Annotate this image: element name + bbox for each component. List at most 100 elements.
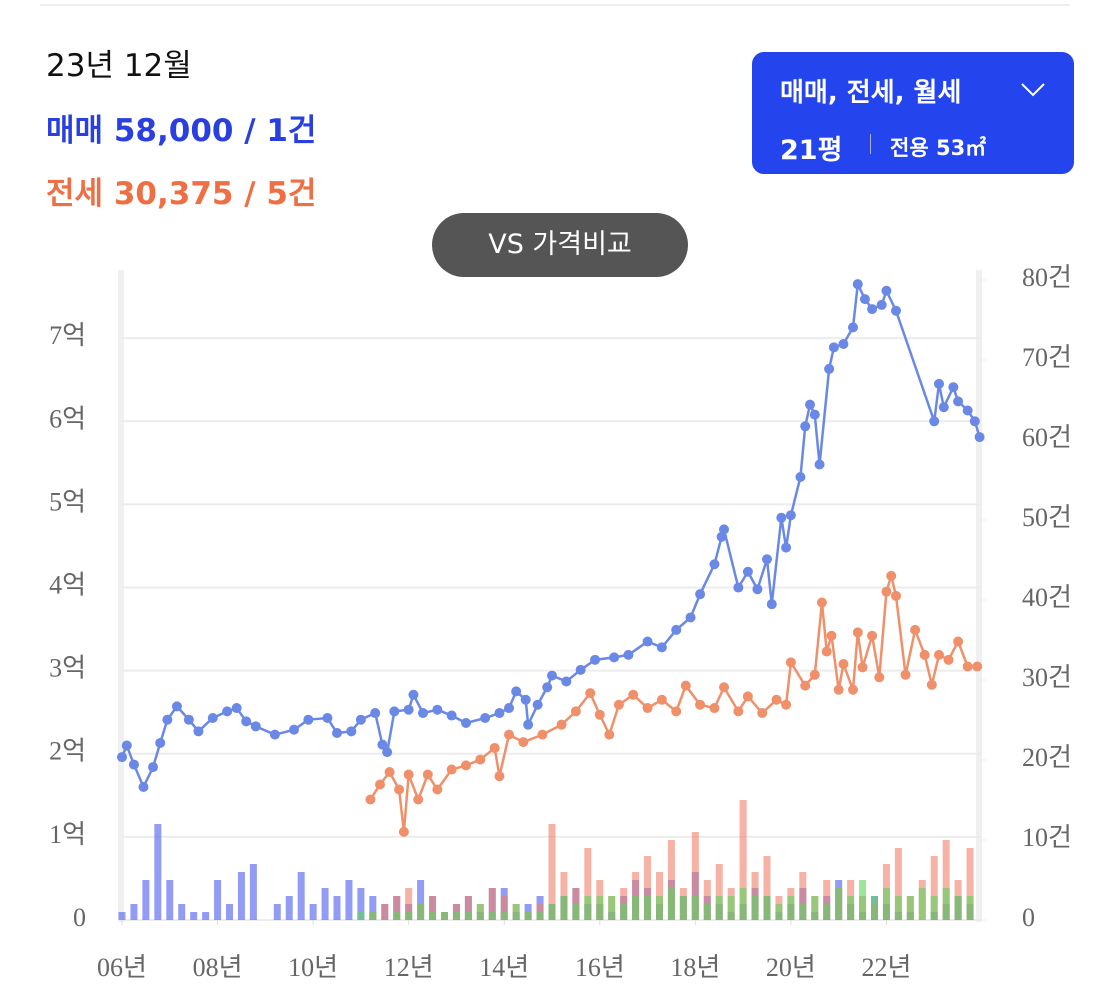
bar <box>464 896 472 920</box>
price-point <box>781 699 792 710</box>
price-point <box>432 784 443 795</box>
bar <box>656 896 663 920</box>
price-point <box>785 510 796 521</box>
price-point <box>403 704 414 715</box>
bar <box>357 888 365 920</box>
bar <box>799 872 807 920</box>
price-point <box>394 784 405 795</box>
price-point <box>382 747 393 758</box>
price-point <box>771 694 782 705</box>
price-point <box>303 714 314 725</box>
bar <box>166 880 174 920</box>
price-point <box>289 724 299 735</box>
price-point <box>757 708 768 719</box>
bar <box>608 896 616 920</box>
bar <box>393 896 401 920</box>
y-tick-label: 7억 <box>49 321 86 350</box>
bar <box>823 904 831 920</box>
bar <box>476 904 484 920</box>
price-point <box>805 399 815 410</box>
price-point <box>800 680 811 691</box>
price-point <box>642 703 653 714</box>
bar <box>918 888 926 920</box>
bar <box>942 888 950 920</box>
bar <box>345 880 353 920</box>
price-point <box>680 680 691 691</box>
price-point <box>408 689 419 700</box>
y-tick-label: 1억 <box>49 820 86 849</box>
bar <box>369 912 377 920</box>
price-point <box>656 694 667 705</box>
price-point <box>446 710 457 721</box>
bar <box>142 880 150 920</box>
bar <box>297 872 305 920</box>
price-point <box>962 405 973 416</box>
bar <box>739 800 747 920</box>
bar <box>894 896 902 920</box>
y-tick-label: 6억 <box>49 404 86 433</box>
price-point <box>934 378 944 389</box>
bar <box>775 904 783 920</box>
bar <box>452 912 460 920</box>
bar <box>572 904 580 920</box>
y2-tick-label: 20건 <box>1022 743 1072 772</box>
filter-button[interactable]: 매매, 전세, 월세 21평 전용 53㎡ <box>752 52 1074 174</box>
bar <box>966 896 974 920</box>
x-tick-label: 14년 <box>479 953 529 982</box>
price-point <box>575 664 586 675</box>
bar <box>596 896 604 920</box>
price-point <box>628 689 639 700</box>
bar <box>381 904 389 920</box>
bar <box>584 848 592 920</box>
price-point <box>322 713 333 724</box>
price-point <box>881 586 892 597</box>
price-point <box>876 299 887 310</box>
price-point <box>733 706 744 717</box>
filter-area: 전용 53㎡ <box>890 136 987 160</box>
plot-edge <box>976 270 982 922</box>
x-tick-label: 22년 <box>861 953 911 982</box>
price-point <box>171 701 182 712</box>
price-point <box>446 764 457 775</box>
price-point <box>695 589 706 600</box>
price-point <box>671 624 682 635</box>
bar <box>118 912 126 920</box>
bar <box>285 896 293 920</box>
price-point <box>475 754 486 765</box>
bar <box>584 896 592 920</box>
compare-button[interactable]: VS 가격비교 <box>432 213 688 277</box>
bar <box>679 896 687 920</box>
price-point <box>848 322 858 333</box>
period: 23년 12월 <box>46 48 192 84</box>
bar <box>894 848 902 920</box>
price-point <box>489 742 500 753</box>
price-point <box>781 542 792 553</box>
price-line <box>369 571 978 833</box>
price-point <box>561 676 572 687</box>
price-point <box>183 714 194 725</box>
price-point <box>709 703 720 714</box>
bar <box>488 912 496 920</box>
price-point <box>795 471 806 482</box>
price-point <box>972 661 983 672</box>
price-point <box>128 759 139 770</box>
price-point <box>881 285 892 296</box>
price-point <box>231 703 242 714</box>
price-point <box>848 684 858 695</box>
price-point <box>375 779 385 790</box>
price-point <box>269 729 280 740</box>
price-point <box>671 706 682 717</box>
bar <box>512 904 520 920</box>
bar <box>321 888 329 920</box>
bar <box>715 896 723 920</box>
sale-summary: 매매 58,000 / 1건 <box>46 113 317 149</box>
price-point <box>570 706 581 717</box>
bar <box>249 864 257 920</box>
x-tick-label: 20년 <box>766 953 816 982</box>
divider <box>870 134 871 154</box>
bar <box>942 840 950 920</box>
price-point <box>709 559 720 570</box>
bar <box>751 896 759 920</box>
bar <box>488 888 496 920</box>
bar <box>429 912 437 920</box>
